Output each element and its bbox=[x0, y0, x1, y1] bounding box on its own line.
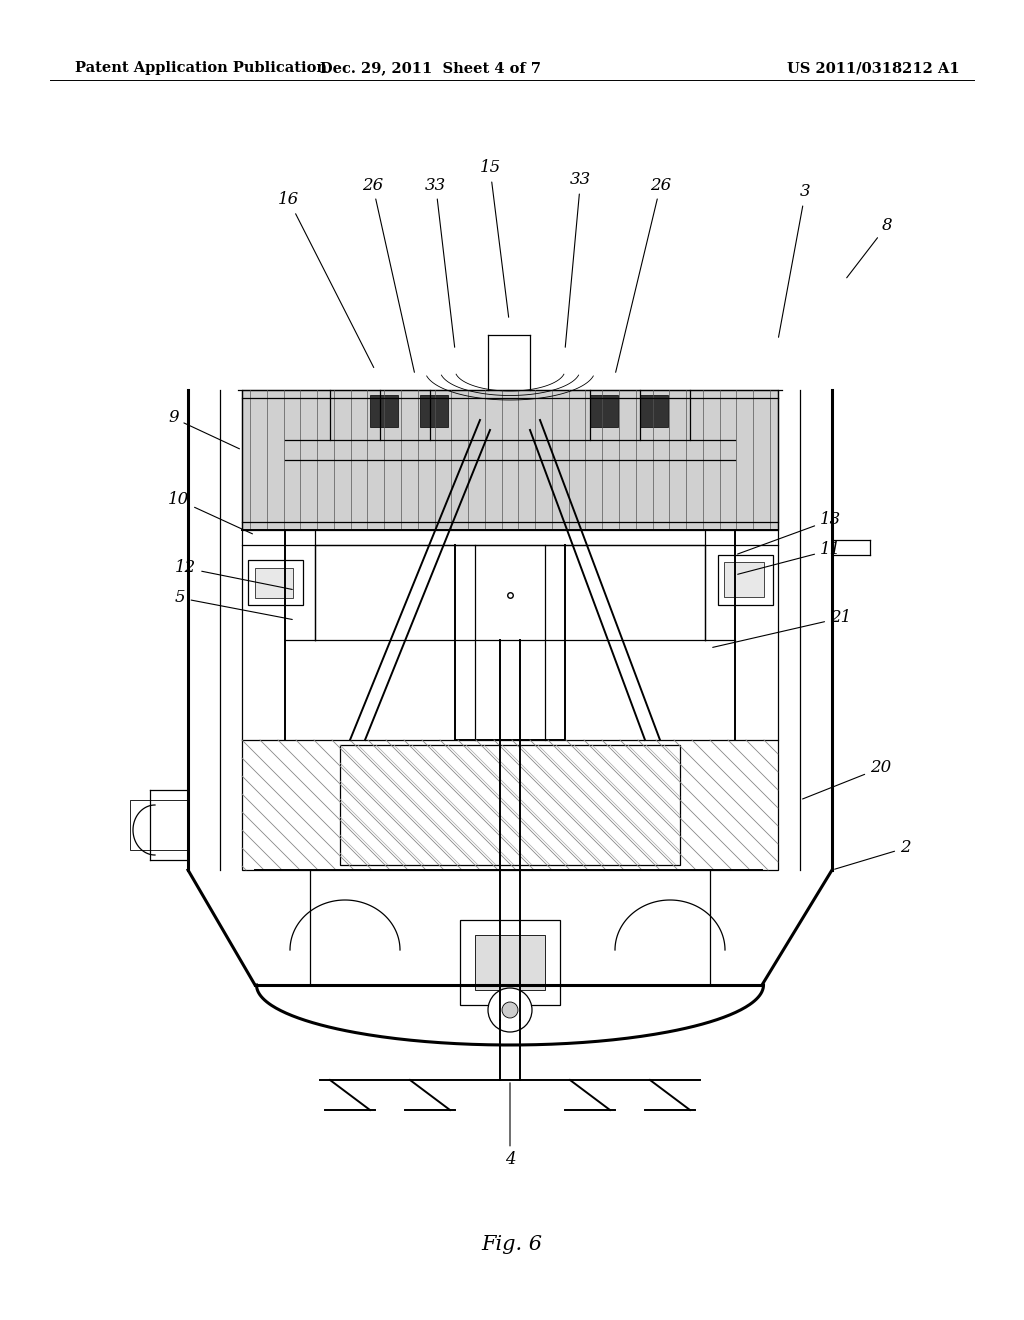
Text: 9: 9 bbox=[168, 409, 240, 449]
Text: 11: 11 bbox=[737, 541, 842, 574]
Bar bbox=[724, 562, 764, 597]
Bar bbox=[370, 395, 398, 426]
Text: 15: 15 bbox=[479, 160, 509, 317]
Bar bbox=[640, 395, 668, 426]
Text: 16: 16 bbox=[278, 191, 374, 367]
Bar bbox=[255, 568, 293, 598]
Bar bbox=[420, 395, 449, 426]
Text: 33: 33 bbox=[565, 172, 591, 347]
Text: 3: 3 bbox=[778, 183, 811, 338]
Text: 26: 26 bbox=[362, 177, 415, 372]
Bar bbox=[242, 389, 778, 531]
Bar bbox=[130, 800, 188, 850]
Bar bbox=[460, 920, 560, 1005]
Text: 5: 5 bbox=[175, 590, 292, 619]
Text: Dec. 29, 2011  Sheet 4 of 7: Dec. 29, 2011 Sheet 4 of 7 bbox=[319, 61, 541, 75]
Text: US 2011/0318212 A1: US 2011/0318212 A1 bbox=[787, 61, 961, 75]
Text: Patent Application Publication: Patent Application Publication bbox=[75, 61, 327, 75]
Circle shape bbox=[502, 1002, 518, 1018]
Bar bbox=[718, 554, 773, 605]
Bar bbox=[590, 395, 618, 426]
Bar bbox=[248, 560, 303, 605]
Text: 4: 4 bbox=[505, 1082, 515, 1168]
Text: 12: 12 bbox=[175, 560, 292, 590]
Circle shape bbox=[488, 987, 532, 1032]
Text: 10: 10 bbox=[168, 491, 253, 533]
Text: 26: 26 bbox=[615, 177, 672, 372]
Text: Fig. 6: Fig. 6 bbox=[481, 1236, 543, 1254]
Text: 8: 8 bbox=[847, 216, 893, 277]
Text: 21: 21 bbox=[713, 610, 851, 647]
Text: 2: 2 bbox=[835, 840, 910, 869]
Text: 20: 20 bbox=[803, 759, 891, 799]
Bar bbox=[340, 744, 680, 865]
Text: 33: 33 bbox=[425, 177, 455, 347]
Bar bbox=[475, 935, 545, 990]
Text: 13: 13 bbox=[737, 511, 842, 554]
Bar bbox=[242, 741, 778, 870]
